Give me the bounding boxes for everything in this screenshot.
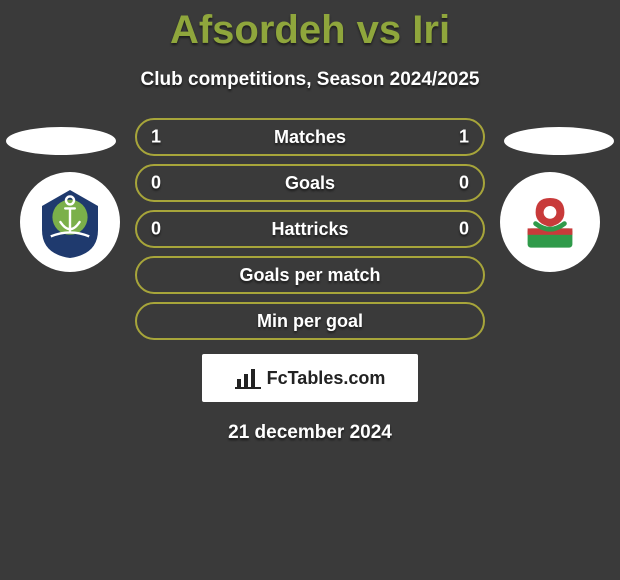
subtitle: Club competitions, Season 2024/2025 (0, 69, 620, 91)
flag-right (504, 127, 614, 155)
stat-label: Goals per match (239, 265, 380, 286)
team-logo-left (20, 172, 120, 272)
stat-row-min-per-goal: Min per goal (135, 302, 485, 340)
stat-label: Min per goal (257, 311, 363, 332)
flower-crest-icon (510, 182, 590, 262)
stat-left-value: 0 (151, 219, 161, 240)
team-logo-right (500, 172, 600, 272)
stat-right-value: 1 (459, 127, 469, 148)
stat-right-value: 0 (459, 219, 469, 240)
date-text: 21 december 2024 (135, 422, 485, 444)
stats-column: 1 Matches 1 0 Goals 0 0 Hattricks 0 Goal… (135, 118, 485, 444)
page-title: Afsordeh vs Iri (0, 0, 620, 53)
stat-row-goals-per-match: Goals per match (135, 256, 485, 294)
brand-text: FcTables.com (267, 368, 386, 389)
stat-right-value: 0 (459, 173, 469, 194)
anchor-crest-icon (30, 182, 110, 262)
stat-label: Goals (285, 173, 335, 194)
title-vs: vs (357, 8, 402, 52)
flag-left (6, 127, 116, 155)
stat-row-goals: 0 Goals 0 (135, 164, 485, 202)
stat-left-value: 0 (151, 173, 161, 194)
stat-label: Hattricks (271, 219, 348, 240)
stat-row-matches: 1 Matches 1 (135, 118, 485, 156)
stat-label: Matches (274, 127, 346, 148)
title-player2: Iri (412, 8, 450, 52)
title-player1: Afsordeh (170, 8, 346, 52)
stat-row-hattricks: 0 Hattricks 0 (135, 210, 485, 248)
stat-left-value: 1 (151, 127, 161, 148)
bars-chart-icon (235, 367, 261, 389)
brand-box[interactable]: FcTables.com (202, 354, 418, 402)
